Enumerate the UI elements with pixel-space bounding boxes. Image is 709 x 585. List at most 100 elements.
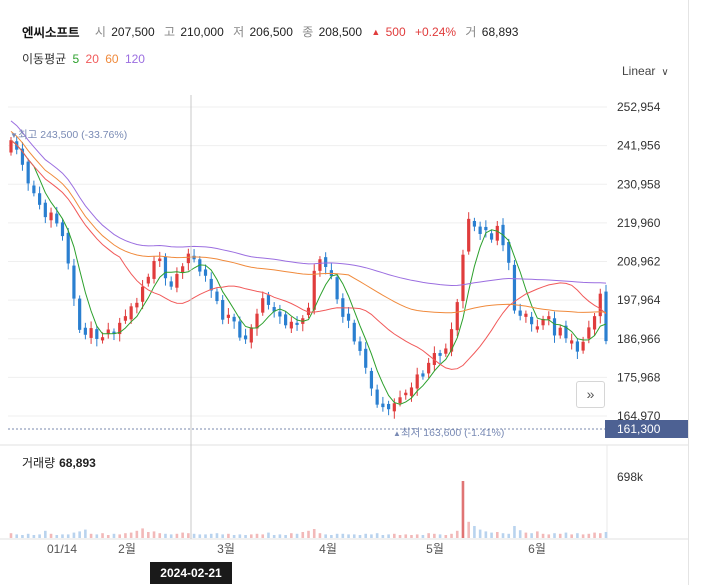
volume-panel-label: 거래량 68,893	[22, 454, 96, 471]
volume-bar	[290, 533, 293, 538]
candle-body	[335, 277, 339, 300]
candle-body	[512, 264, 517, 311]
volume-bar	[547, 534, 551, 538]
y-tick-label: 197,964	[617, 293, 661, 307]
candle-body	[78, 298, 82, 330]
y-tick-label: 186,966	[617, 332, 661, 346]
candle-body	[358, 341, 362, 351]
candle-body	[432, 353, 436, 365]
candle-body	[152, 261, 156, 279]
low-value: 206,500	[249, 24, 293, 39]
ma-5-label: 5	[72, 52, 80, 66]
volume-bar	[564, 532, 568, 538]
high-marker-icon: ▼	[10, 131, 18, 140]
crosshair-date-tag: 2024-02-21	[150, 562, 232, 584]
y-tick-label: 164,970	[617, 409, 661, 423]
volume-panel-value: 68,893	[59, 456, 96, 470]
x-tick-label: 3월	[217, 542, 235, 556]
volume-bar	[278, 534, 282, 538]
candle-body	[9, 140, 13, 153]
candle-body	[38, 193, 42, 205]
candle-body	[221, 299, 225, 320]
volume-bar	[101, 533, 104, 538]
candle-body	[238, 321, 242, 338]
candle-body	[484, 226, 488, 231]
volume-bar	[593, 532, 596, 538]
candle-body	[421, 373, 425, 377]
volume-bar	[450, 533, 453, 538]
volume-bar	[26, 533, 30, 538]
x-tick-label: 5월	[426, 542, 444, 556]
ma-20-label: 20	[85, 52, 99, 66]
candle-body	[352, 322, 356, 342]
candle-body	[478, 226, 482, 234]
volume-bar	[244, 535, 247, 538]
candle-body	[369, 370, 374, 389]
volume-bar	[44, 530, 47, 538]
volume-bar	[158, 533, 162, 538]
candle-body	[346, 313, 351, 321]
volume-bar	[249, 534, 253, 538]
candle-body	[518, 310, 522, 316]
volume-bar	[141, 528, 144, 538]
volume-bar	[187, 533, 190, 538]
low-label: 저	[233, 25, 245, 39]
volume-bar	[375, 533, 379, 538]
ma-60-label: 60	[105, 52, 119, 66]
volume-bar	[15, 534, 19, 538]
volume-bar	[198, 534, 202, 538]
candle-body	[60, 222, 65, 237]
volume-bar	[536, 531, 539, 538]
volume-bar	[473, 526, 476, 538]
candle-body	[169, 281, 173, 287]
x-tick-label: 4월	[319, 542, 337, 556]
candle-body	[89, 328, 93, 338]
candle-body	[472, 220, 477, 227]
volume-bar	[55, 535, 59, 538]
candle-body	[106, 329, 110, 335]
volume-bar	[227, 533, 230, 538]
volume-bar	[106, 535, 110, 538]
volume-bar	[467, 521, 470, 538]
candle-body	[32, 185, 36, 194]
candle-body	[135, 302, 139, 308]
volume-bar	[364, 533, 368, 538]
candle-body	[409, 387, 414, 396]
candle-body	[318, 259, 322, 271]
scale-selector[interactable]: Linear ∨	[622, 64, 669, 78]
volume-bar	[330, 535, 333, 538]
volume-bar	[421, 535, 425, 538]
change-percent: +0.24%	[415, 24, 457, 39]
candle-body	[415, 374, 419, 389]
candle-body	[232, 316, 236, 322]
candle-body	[181, 266, 185, 273]
ma-20-line	[10, 139, 607, 370]
candle-body	[26, 161, 30, 184]
candle-body	[564, 325, 568, 339]
candle-body	[226, 314, 231, 318]
volume-bar	[175, 533, 179, 538]
y-tick-label: 175,968	[617, 370, 661, 384]
volume-bar	[513, 526, 516, 538]
volume-bar	[21, 535, 24, 538]
volume-bar	[129, 532, 133, 538]
volume-bar	[398, 535, 402, 538]
moving-average-legend[interactable]: 이동평균 5 20 60 120	[22, 50, 148, 67]
volume-bar	[587, 533, 591, 538]
volume-bar	[204, 534, 207, 538]
volume-value: 68,893	[481, 24, 519, 39]
volume-axis-label: 698k	[617, 470, 644, 484]
volume-bar	[507, 533, 511, 538]
volume-bar	[118, 534, 122, 538]
candle-body	[312, 270, 316, 310]
volume-bar	[501, 533, 505, 538]
scale-label: Linear	[622, 64, 656, 78]
candle-body	[123, 316, 128, 321]
volume-bar	[484, 531, 488, 538]
volume-bar	[415, 534, 419, 538]
volume-label: 거	[465, 25, 477, 39]
candle-body	[604, 291, 608, 342]
scroll-forward-button[interactable]: »	[576, 381, 605, 408]
volume-bar	[84, 529, 87, 538]
